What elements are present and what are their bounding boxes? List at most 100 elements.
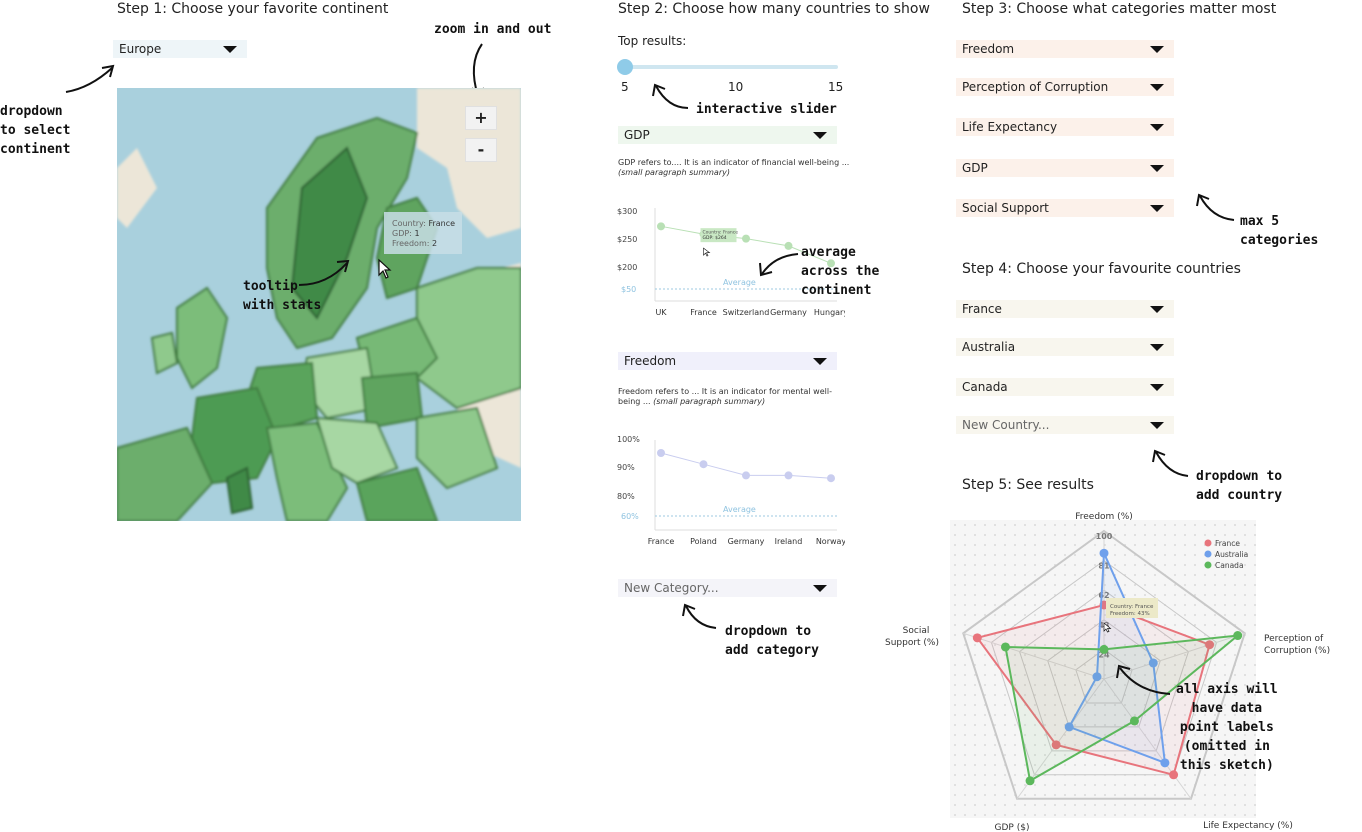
radar-axis-label: GDP ($) xyxy=(995,823,1030,832)
chevron-down-icon xyxy=(813,585,827,592)
y-tick-label: $300 xyxy=(617,207,637,216)
note-slider: interactive slider xyxy=(696,102,837,117)
arrow-icon xyxy=(759,253,799,277)
y-tick-label: $50 xyxy=(621,285,636,294)
slider-handle[interactable] xyxy=(617,59,633,75)
radar-ring-label: 100 xyxy=(1096,532,1113,541)
gdp-category-dropdown[interactable]: GDP xyxy=(618,126,837,144)
y-tick-label: $250 xyxy=(617,235,637,244)
y-tick-label: 90% xyxy=(617,463,635,472)
category-dropdown-corruption[interactable]: Perception of Corruption xyxy=(956,78,1174,96)
slider-mid: 10 xyxy=(728,80,744,94)
zoom-in-button[interactable]: + xyxy=(465,106,497,130)
average-label: Average xyxy=(723,278,756,287)
x-tick-label: Poland xyxy=(690,537,717,546)
radar-point xyxy=(1148,658,1158,668)
step5-title: Step 5: See results xyxy=(962,477,1094,493)
zoom-out-button[interactable]: - xyxy=(465,138,497,162)
radar-axis-label: Perception of xyxy=(1264,634,1324,644)
note-line: dropdown to xyxy=(725,624,812,639)
radar-point xyxy=(1233,631,1243,641)
cursor-icon xyxy=(703,247,711,257)
x-tick-label: UK xyxy=(655,308,667,317)
chevron-down-icon xyxy=(1150,165,1164,172)
radar-spoke xyxy=(1103,678,1192,800)
note-line: this sketch) xyxy=(1179,758,1274,773)
arrow-icon xyxy=(298,259,350,286)
dropdown-value: Life Expectancy xyxy=(962,120,1058,134)
note-average: average across the continent xyxy=(801,243,879,300)
new-category-dropdown[interactable]: New Category... xyxy=(618,579,837,597)
radar-axis-label: Freedom (%) xyxy=(1075,512,1133,522)
country-dropdown-australia[interactable]: Australia xyxy=(956,338,1174,356)
chevron-down-icon xyxy=(813,358,827,365)
radar-spoke xyxy=(963,632,1105,680)
description-line: Freedom refers to ... It is an indicator… xyxy=(618,387,832,396)
chevron-down-icon xyxy=(1150,306,1164,313)
category-dropdown-life-expectancy[interactable]: Life Expectancy xyxy=(956,118,1174,136)
category-dropdown-gdp[interactable]: GDP xyxy=(956,159,1174,177)
radar-point xyxy=(1092,672,1102,682)
description-line-2: being ... (small paragraph summary) xyxy=(618,397,766,406)
tooltip-box xyxy=(700,228,737,243)
new-country-dropdown[interactable]: New Country... xyxy=(956,416,1174,434)
radar-point xyxy=(1160,758,1170,768)
europe-map[interactable]: Country: France GDP: 1 Freedom: 2 xyxy=(117,88,521,521)
step3-title: Step 3: Choose what categories matter mo… xyxy=(962,1,1277,17)
note-axis-labels: all axis will have data point labels (om… xyxy=(1176,680,1278,775)
note-line: average xyxy=(801,245,856,260)
radar-point xyxy=(972,633,982,643)
continent-dropdown-value: Europe xyxy=(119,42,162,56)
data-point xyxy=(699,460,708,469)
radar-ring xyxy=(1047,619,1161,728)
tooltip-line: Freedom: 43% xyxy=(1110,611,1150,617)
freedom-category-dropdown[interactable]: Freedom xyxy=(618,352,837,370)
radar-point xyxy=(1000,642,1010,652)
data-point xyxy=(827,259,835,268)
arrow-icon xyxy=(1116,664,1171,695)
dropdown-value: GDP xyxy=(624,128,650,142)
freedom-description: Freedom refers to ... It is an indicator… xyxy=(618,387,832,407)
legend-marker xyxy=(1204,539,1212,547)
x-tick-label: Ireland xyxy=(775,537,803,546)
note-line: point labels xyxy=(1179,720,1274,735)
data-point xyxy=(657,449,665,457)
x-tick-label: Germany xyxy=(728,537,765,546)
radar-point xyxy=(1129,716,1139,726)
note-line: to select xyxy=(0,123,71,138)
radar-spoke xyxy=(1103,632,1245,680)
dropdown-value: France xyxy=(962,302,1002,316)
country-dropdown-france[interactable]: France xyxy=(956,300,1174,318)
dropdown-value: Freedom xyxy=(624,354,677,368)
radar-point xyxy=(1051,740,1061,750)
slider-track[interactable] xyxy=(624,65,838,69)
average-label: Average xyxy=(723,505,756,514)
description-line: GDP refers to.... It is an indicator of … xyxy=(618,158,850,167)
arrow-icon xyxy=(652,83,689,109)
note-line: across the xyxy=(801,264,880,279)
description-summary: (small paragraph summary) xyxy=(618,168,730,177)
country-dropdown-canada[interactable]: Canada xyxy=(956,378,1174,396)
tooltip-box xyxy=(1106,598,1158,618)
dropdown-value: GDP xyxy=(962,161,988,175)
note-line: have data xyxy=(1191,701,1263,716)
x-tick-label: Germany xyxy=(770,308,807,317)
note-line: continent xyxy=(0,142,71,157)
radar-chart: 10081624324Freedom (%)Perception ofCorru… xyxy=(885,512,1330,832)
step2-title: Step 2: Choose how many countries to sho… xyxy=(618,1,930,17)
category-dropdown-freedom[interactable]: Freedom xyxy=(956,40,1174,58)
radar-axis-label: Corruption (%) xyxy=(1264,646,1330,656)
radar-point xyxy=(1169,770,1179,780)
radar-point xyxy=(1099,644,1109,654)
chevron-down-icon xyxy=(1150,84,1164,91)
radar-point xyxy=(1064,722,1074,732)
dropdown-value: Social Support xyxy=(962,201,1049,215)
radar-ring-label: 24 xyxy=(1098,650,1110,659)
chevron-down-icon xyxy=(1150,422,1164,429)
category-dropdown-social-support[interactable]: Social Support xyxy=(956,199,1174,217)
note-max-categories: max 5 categories xyxy=(1240,214,1319,248)
continent-dropdown[interactable]: Europe xyxy=(113,40,247,58)
note-line: add country xyxy=(1196,488,1283,503)
map-tooltip: Country: France GDP: 1 Freedom: 2 xyxy=(384,212,462,254)
slider-max: 15 xyxy=(828,80,844,94)
